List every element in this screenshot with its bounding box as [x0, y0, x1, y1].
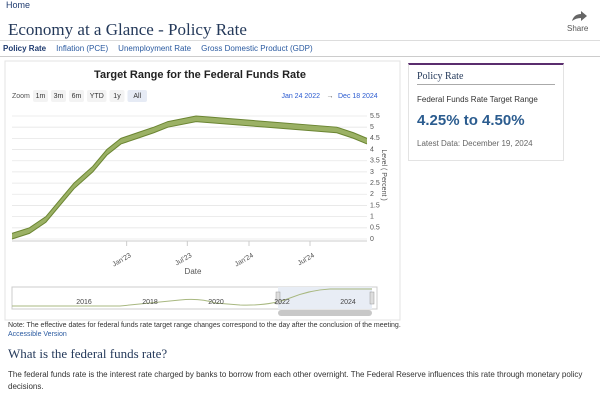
card-latest: Latest Data: December 19, 2024: [417, 139, 533, 148]
chart-title: Target Range for the Federal Funds Rate: [94, 69, 306, 81]
x-tick-label: Jan'24: [234, 252, 255, 268]
navigator-label: 2024: [340, 299, 356, 306]
y-tick-label: 2.5: [370, 180, 380, 187]
zoom-button[interactable]: [51, 90, 66, 102]
zoom-button[interactable]: [127, 90, 148, 102]
tab[interactable]: Unemployment Rate: [118, 44, 192, 53]
divider: [0, 56, 600, 57]
navigator-selection[interactable]: [278, 287, 372, 309]
x-tick-label: Jan'23: [111, 252, 132, 268]
scrollbar[interactable]: [278, 310, 372, 316]
zoom-button[interactable]: [109, 90, 125, 102]
y-tick-label: 5.5: [370, 113, 380, 120]
range-edge: [11, 115, 368, 234]
section-heading: What is the federal funds rate?: [8, 346, 168, 361]
zoom-button[interactable]: [33, 90, 48, 102]
y-tick-label: 4.5: [370, 135, 380, 142]
y-tick-label: 3: [370, 169, 374, 176]
y-tick-label: 5: [370, 124, 374, 131]
home-link[interactable]: Home: [6, 0, 31, 10]
tab[interactable]: Policy Rate: [3, 44, 47, 53]
zoom-button-label[interactable]: 3m: [54, 93, 64, 100]
x-tick-label: Jul'23: [174, 252, 193, 267]
zoom-button-label[interactable]: All: [133, 93, 141, 100]
y-tick-label: 1: [370, 213, 374, 220]
zoom-button-label[interactable]: 1y: [113, 93, 121, 100]
zoom-button[interactable]: [87, 90, 107, 102]
navigator-label: 2018: [142, 299, 158, 306]
card-label: Federal Funds Rate Target Range: [417, 95, 538, 104]
x-axis-label: Date: [185, 267, 202, 276]
range-band: [12, 116, 367, 239]
divider: [0, 40, 600, 41]
range-end[interactable]: Dec 18 2024: [338, 93, 378, 100]
chart: Target Range for the Federal Funds Rate …: [4, 60, 401, 321]
accessible-link[interactable]: Accessible Version: [8, 331, 67, 338]
y-axis-label: Level ( Percent ): [380, 149, 387, 200]
tab[interactable]: Gross Domestic Product (GDP): [201, 44, 313, 53]
tabs: Policy Rate Inflation (PCE) Unemployment…: [3, 44, 313, 53]
card-header: Policy Rate: [417, 71, 464, 82]
note: Note: The effective dates for federal fu…: [8, 322, 401, 329]
page-title: Economy at a Glance - Policy Rate: [8, 20, 247, 39]
section-body: The federal funds rate is the interest r…: [8, 370, 583, 391]
zoom-button-label[interactable]: 6m: [72, 93, 82, 100]
navigator-label: 2016: [76, 299, 92, 306]
zoom-button-label[interactable]: YTD: [90, 93, 104, 100]
card-value: 4.25% to 4.50%: [417, 112, 525, 129]
zoom-label: Zoom: [12, 93, 30, 100]
share-icon[interactable]: [570, 10, 588, 22]
navigator-line: [12, 288, 372, 307]
card-rule: [417, 84, 555, 85]
range-edge: [11, 121, 368, 240]
y-tick-label: 0.5: [370, 225, 380, 232]
y-tick-label: 4: [370, 146, 374, 153]
y-tick-label: 2: [370, 191, 374, 198]
navigator-label: 2022: [274, 299, 290, 306]
range-start[interactable]: Jan 24 2022: [281, 93, 320, 100]
zoom-button[interactable]: [69, 90, 84, 102]
navigator-handle[interactable]: [275, 291, 281, 305]
tab[interactable]: Inflation (PCE): [56, 44, 109, 53]
zoom-button-label[interactable]: 1m: [36, 93, 46, 100]
y-tick-label: 3.5: [370, 158, 380, 165]
y-tick-label: 1.5: [370, 202, 380, 209]
navigator-handle[interactable]: [369, 291, 375, 305]
y-tick-label: 0: [370, 236, 374, 243]
navigator-frame: [11, 286, 378, 310]
navigator-label: 2020: [208, 299, 224, 306]
chart-frame: [4, 60, 401, 321]
share-label[interactable]: Share: [567, 24, 589, 33]
x-tick-label: Jul'24: [297, 252, 316, 267]
range-separator: →: [327, 93, 334, 100]
card: Policy Rate Federal Funds Rate Target Ra…: [408, 63, 564, 161]
